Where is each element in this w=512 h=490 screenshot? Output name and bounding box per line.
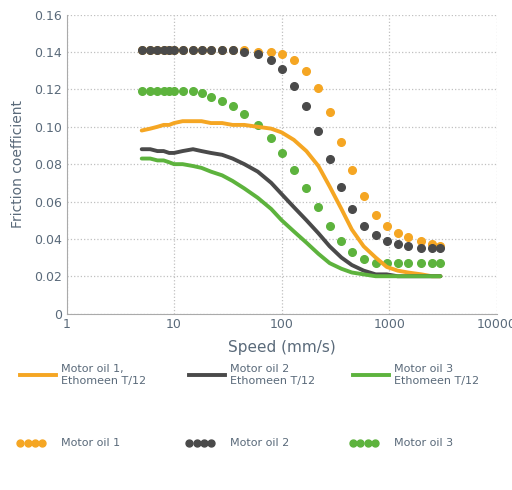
Text: Motor oil 3
Ethomeen T/12: Motor oil 3 Ethomeen T/12: [394, 364, 479, 386]
Text: Motor oil 1,
Ethomeen T/12: Motor oil 1, Ethomeen T/12: [61, 364, 146, 386]
X-axis label: Speed (mm/s): Speed (mm/s): [228, 340, 335, 355]
Y-axis label: Friction coefficient: Friction coefficient: [11, 100, 26, 228]
Text: Motor oil 3: Motor oil 3: [394, 439, 453, 448]
Text: Motor oil 1: Motor oil 1: [61, 439, 120, 448]
Text: Motor oil 2: Motor oil 2: [230, 439, 290, 448]
Text: Motor oil 2
Ethomeen T/12: Motor oil 2 Ethomeen T/12: [230, 364, 315, 386]
